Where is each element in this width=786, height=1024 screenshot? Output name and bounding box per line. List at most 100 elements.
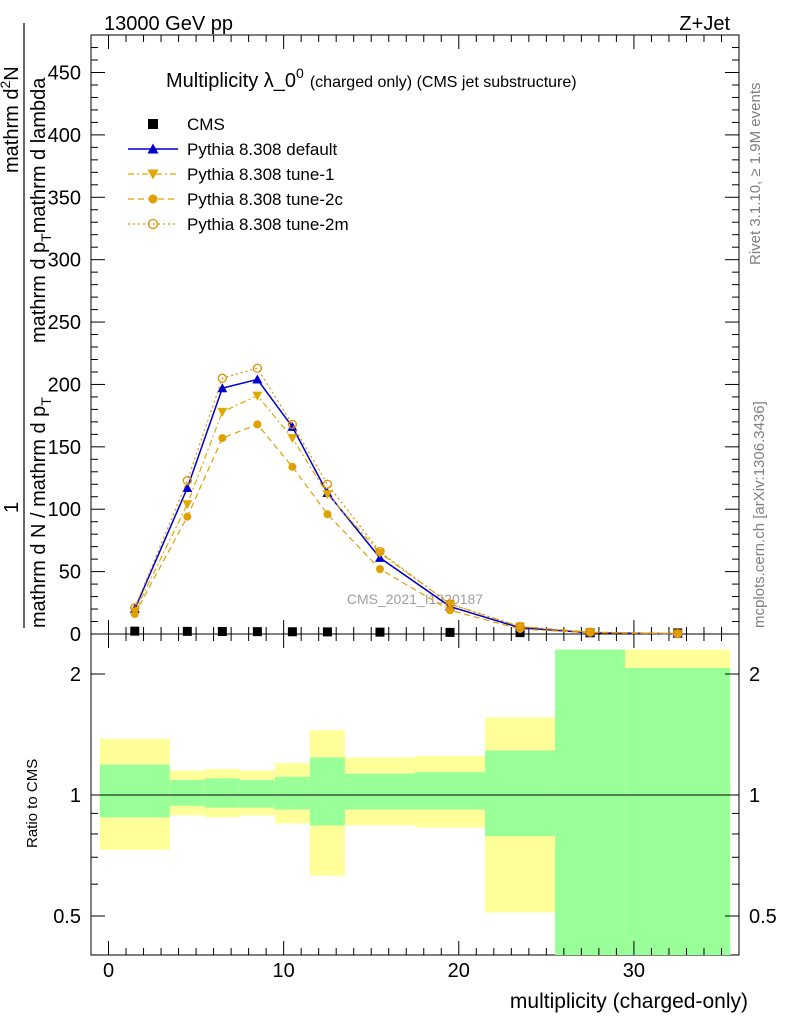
ratio-tick-label-right: 0.5 [749, 906, 777, 928]
ratio-y-ticks: 0.5 0.5 1 1 2 2 [53, 664, 777, 956]
ylabel-den-sub: T [38, 397, 54, 406]
series-point [252, 374, 263, 384]
ylabel-right-sup: 2 [0, 81, 13, 89]
legend-label: Pythia 8.308 default [187, 140, 338, 159]
series-point [287, 419, 298, 430]
cms-point [217, 627, 227, 637]
series-point [446, 606, 455, 615]
ratio-x-ticks: 0 10 20 30 [90, 634, 740, 982]
chart-title-sup: 0 [296, 65, 304, 81]
series-point [586, 628, 595, 637]
band-green [309, 757, 345, 826]
series-point [253, 420, 262, 429]
series-point [375, 565, 384, 574]
cms-point [252, 627, 262, 637]
series-point [323, 510, 332, 519]
series-point [217, 407, 228, 417]
legend-marker [147, 218, 159, 230]
series-point [673, 629, 682, 638]
legend-marker [148, 194, 158, 204]
band-green [169, 779, 205, 806]
series-point [585, 627, 595, 637]
ylabel-right-den: mathrm d p [28, 242, 50, 343]
band-green [625, 667, 731, 955]
ylabel-numerator: 1 [1, 502, 23, 513]
series-group [129, 363, 683, 639]
ylabel-den-main: mathrm d N / mathrm d p [28, 406, 50, 628]
band-green [274, 776, 310, 810]
series-point [252, 391, 263, 401]
main-x-ticks [90, 35, 740, 634]
y-tick-label: 350 [48, 187, 81, 209]
legend-marker [147, 143, 159, 154]
series-point [130, 610, 139, 619]
series-point [182, 500, 193, 510]
legend-marker [147, 169, 159, 180]
legend-label: Pythia 8.308 tune-2m [187, 215, 349, 234]
y-tick-label: 450 [48, 63, 81, 85]
series-point [322, 490, 333, 500]
series-point [183, 512, 192, 521]
cms-point [322, 627, 332, 637]
ylabel-right-den-rest: mathrm d lambda [28, 77, 50, 233]
ratio-bands [99, 649, 731, 955]
ratio-tick-label: 2 [70, 664, 81, 686]
x-tick-label: 20 [448, 960, 470, 982]
series-line [134, 423, 678, 635]
series-point [288, 462, 297, 471]
ylabel-right-md: mathrm d [1, 89, 23, 173]
band-green [485, 750, 556, 837]
ylabel-denominator: mathrm d N / mathrm d pT [28, 397, 54, 628]
band-green [204, 778, 240, 808]
main-ylabel: 1 mathrm d N / mathrm d pT mathrm d pTma… [0, 23, 54, 628]
band-green [344, 773, 415, 810]
band-green [99, 764, 170, 818]
ratio-tick-label: 1 [70, 785, 81, 807]
y-tick-label: 100 [48, 499, 81, 521]
series-point [182, 483, 193, 493]
cms-point [130, 626, 140, 636]
xlabel: multiplicity (charged-only) [510, 990, 748, 1013]
ratio-tick-label-right: 1 [749, 785, 760, 807]
series-point [375, 546, 385, 557]
series-point [182, 475, 192, 486]
band-green [555, 649, 626, 955]
y-tick-label: 400 [48, 125, 81, 147]
y-tick-label: 300 [48, 250, 81, 272]
series-point [287, 434, 298, 444]
cms-point [182, 626, 192, 636]
header-right: Z+Jet [679, 13, 730, 35]
series-point [217, 373, 228, 383]
series-point [515, 621, 525, 632]
x-tick-label: 10 [273, 960, 295, 982]
series-point [322, 479, 333, 489]
legend-label: Pythia 8.308 tune-2c [187, 190, 343, 209]
ylabel-right-N: N [1, 66, 23, 80]
ylabel-right-top: mathrm d2N [0, 66, 23, 173]
series-point [287, 421, 298, 431]
chart-title-main: Multiplicity λ_0 [166, 70, 296, 92]
legend-label: CMS [187, 115, 225, 134]
series-point [252, 363, 263, 373]
cms-point [445, 627, 455, 637]
y-tick-label: 200 [48, 374, 81, 396]
series-point [218, 434, 227, 443]
chart-title-extra: (charged only) (CMS jet substructure) [310, 74, 577, 91]
series-point [445, 599, 455, 609]
series-point [130, 603, 140, 613]
rivet-label: Rivet 3.1.10, ≥ 1.9M events [747, 83, 764, 266]
ratio-ylabel: Ratio to CMS [24, 759, 41, 848]
watermark: CMS_2021_I1920187 [347, 591, 483, 607]
ylabel-right-den-sub: T [38, 233, 54, 242]
cms-point [287, 627, 297, 637]
ratio-tick-label-right: 2 [749, 664, 760, 686]
band-green [239, 779, 275, 808]
x-tick-label: 30 [623, 960, 645, 982]
x-tick-label: 0 [103, 960, 114, 982]
header-left: 13000 GeV pp [104, 13, 233, 35]
ylabel-right: mathrm d pTmathrm d lambda [28, 77, 54, 343]
legend-marker [148, 119, 158, 129]
y-tick-label: 0 [70, 624, 81, 646]
ratio-tick-label: 0.5 [53, 906, 81, 928]
